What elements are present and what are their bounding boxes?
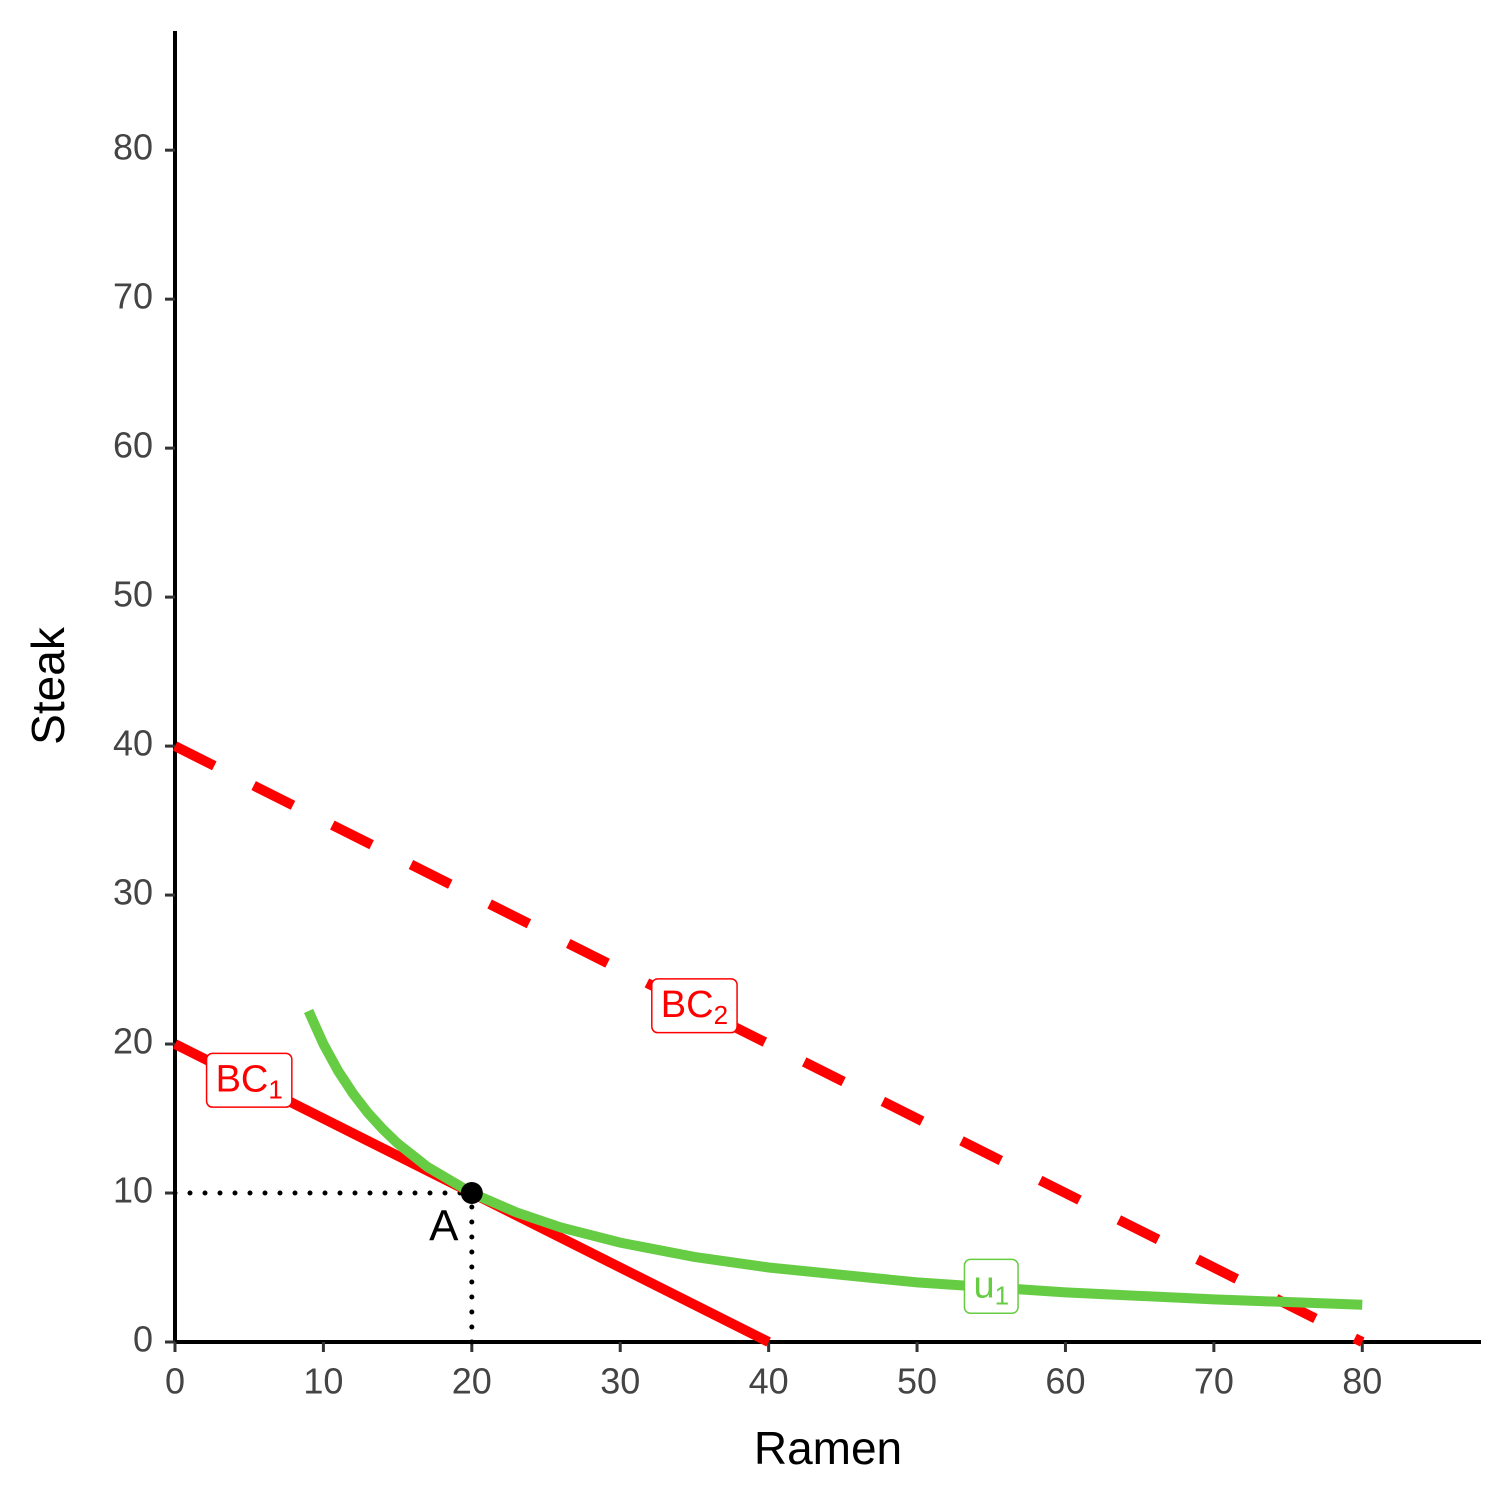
y-tick-label: 80 bbox=[113, 127, 153, 168]
series-label: u1 bbox=[963, 1258, 1019, 1315]
x-tick-label: 10 bbox=[303, 1361, 343, 1402]
y-tick-label: 70 bbox=[113, 276, 153, 317]
label-main: BC bbox=[216, 1058, 269, 1100]
point bbox=[460, 1182, 483, 1205]
x-tick-label: 70 bbox=[1194, 1361, 1234, 1402]
label-box bbox=[205, 1052, 293, 1108]
series-line bbox=[172, 741, 1365, 1347]
x-tick-label: 60 bbox=[1045, 1361, 1085, 1402]
series-label-text: u1 bbox=[973, 1264, 1009, 1310]
label-box bbox=[651, 978, 738, 1034]
label-subscript: 2 bbox=[714, 1000, 728, 1030]
label-subscript: 1 bbox=[268, 1074, 282, 1104]
series-label-text: BC2 bbox=[661, 984, 728, 1030]
y-tick-label: 10 bbox=[113, 1170, 153, 1211]
y-axis-title: Steak bbox=[22, 626, 74, 745]
y-tick-label: 0 bbox=[133, 1319, 153, 1360]
x-tick-label: 80 bbox=[1342, 1361, 1382, 1402]
label-main: BC bbox=[661, 984, 714, 1026]
series-label: BC2 bbox=[651, 978, 738, 1034]
label-main: u bbox=[973, 1264, 994, 1306]
y-tick-label: 30 bbox=[113, 872, 153, 913]
x-tick-label: 40 bbox=[749, 1361, 789, 1402]
series-line bbox=[304, 1008, 1363, 1310]
x-tick-label: 0 bbox=[165, 1361, 185, 1402]
series-label: BC1 bbox=[205, 1052, 293, 1108]
series-label-text: BC1 bbox=[216, 1058, 283, 1104]
label-subscript: 1 bbox=[995, 1280, 1009, 1310]
x-tick-label: 30 bbox=[600, 1361, 640, 1402]
x-axis-title: Ramen bbox=[754, 1422, 902, 1474]
y-tick-label: 50 bbox=[113, 574, 153, 615]
point-label: A bbox=[429, 1202, 459, 1251]
x-tick-label: 20 bbox=[452, 1361, 492, 1402]
label-box bbox=[963, 1258, 1019, 1315]
y-tick-label: 20 bbox=[113, 1021, 153, 1062]
y-tick-label: 60 bbox=[113, 425, 153, 466]
x-tick-label: 50 bbox=[897, 1361, 937, 1402]
y-tick-label: 40 bbox=[113, 723, 153, 764]
